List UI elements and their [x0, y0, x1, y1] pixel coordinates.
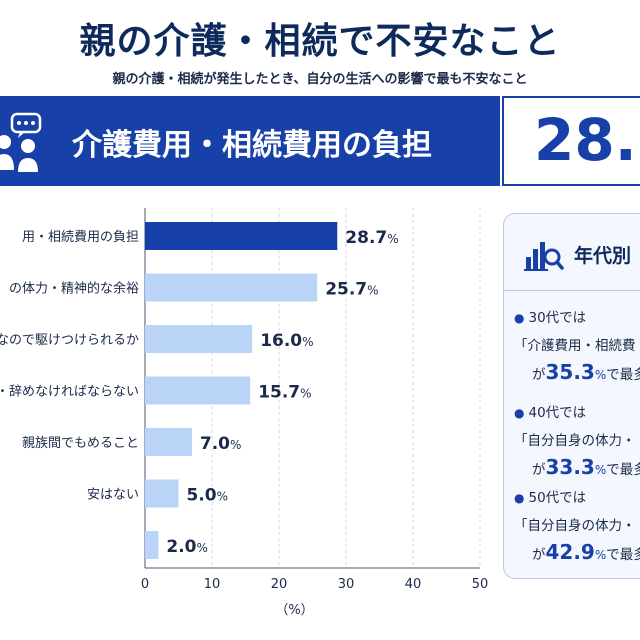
category-label: む・辞めなければならない: [0, 385, 139, 400]
age-entry-30s: ●30代では 「介護費用・相続費 が35.3%で最多: [514, 306, 640, 384]
age-breakdown-header: 年代別: [524, 236, 631, 272]
banner-label: 介護費用・相続費用の負担: [72, 128, 432, 163]
bar: [145, 376, 251, 405]
category-label: 親族間でもめること: [22, 435, 139, 451]
entry-quote: 「自分自身の体力・: [514, 433, 636, 449]
entry-prefix: が: [532, 547, 546, 563]
page-title: 親の介護・相続で不安なこと: [79, 21, 561, 62]
entry-unit: %: [594, 368, 607, 382]
bar-chart: 用・相続費用の負担 28.7% の体力・精神的な余裕 25.7% なので駆けつけられるか…: [0, 196, 500, 636]
entry-pct: 33.3: [545, 455, 595, 479]
data-label: 7.0%: [200, 434, 242, 454]
bar: [145, 325, 253, 353]
data-label: 5.0%: [187, 486, 229, 506]
bar: [145, 273, 318, 302]
entry-suffix: で最多: [606, 462, 640, 478]
entry-age: 50代では: [528, 490, 587, 506]
x-tick-label: 30: [338, 577, 355, 592]
bullet-icon: ●: [514, 311, 525, 325]
x-tick-label: 50: [472, 577, 489, 592]
page-subtitle: 親の介護・相続が発生したとき、自分の生活への影響で最も不安なこと: [112, 72, 528, 87]
age-entry-50s: ●50代では 「自分自身の体力・ が42.9%で最多: [514, 486, 640, 564]
bar: [145, 531, 159, 559]
entry-prefix: が: [532, 462, 546, 478]
bar-chart-svg: 用・相続費用の負担 28.7% の体力・精神的な余裕 25.7% なので駆けつけられるか…: [0, 208, 489, 618]
entry-unit: %: [594, 463, 607, 477]
data-label: 28.7%: [345, 228, 398, 248]
age-breakdown-panel: 年代別 ●30代では 「介護費用・相続費 が35.3%で最多 ●40代では 「自…: [503, 213, 640, 579]
entry-quote: 「自分自身の体力・: [514, 518, 636, 534]
entry-unit: %: [594, 548, 607, 562]
entry-age: 40代では: [528, 405, 587, 421]
top-answer-value: 28.7%: [534, 106, 640, 174]
x-tick-label: 20: [271, 577, 288, 592]
entry-age: 30代では: [528, 310, 587, 326]
entry-suffix: で最多: [606, 547, 640, 563]
data-label: 25.7%: [325, 280, 378, 300]
x-tick-label: 0: [141, 577, 149, 592]
category-label: なので駆けつけられるか: [0, 333, 139, 348]
x-axis-label: （%）: [275, 603, 313, 618]
age-entry-40s: ●40代では 「自分自身の体力・ が33.3%で最多: [514, 401, 640, 479]
bar-chart-magnifier-icon: [524, 242, 564, 271]
category-label: 用・相続費用の負担: [22, 230, 139, 245]
side-divider: [504, 290, 640, 291]
entry-quote: 「介護費用・相続費: [514, 338, 636, 354]
bullet-icon: ●: [514, 406, 525, 420]
bar: [145, 479, 179, 508]
entry-result: が35.3%で最多: [514, 360, 640, 384]
entry-suffix: で最多: [606, 367, 640, 383]
data-label: 16.0%: [260, 331, 313, 351]
bar: [145, 428, 192, 456]
people-chat-icon: [0, 112, 42, 172]
entry-pct: 42.9: [545, 540, 595, 564]
category-label: の体力・精神的な余裕: [9, 281, 139, 297]
entry-pct: 35.3: [545, 360, 595, 384]
data-label: 2.0%: [166, 537, 208, 557]
data-label: 15.7%: [258, 383, 311, 403]
age-breakdown-heading: 年代別: [574, 244, 632, 267]
top-answer-banner: 介護費用・相続費用の負担: [0, 96, 500, 186]
entry-prefix: が: [532, 367, 546, 383]
entry-result: が33.3%で最多: [514, 455, 640, 479]
x-tick-label: 10: [204, 577, 221, 592]
bullet-icon: ●: [514, 491, 525, 505]
top-answer-value-box: 28.7%: [502, 96, 640, 186]
x-tick-label: 40: [405, 577, 422, 592]
category-label: 安はない: [87, 488, 139, 503]
entry-result: が42.9%で最多: [514, 540, 640, 564]
bar: [145, 222, 338, 250]
